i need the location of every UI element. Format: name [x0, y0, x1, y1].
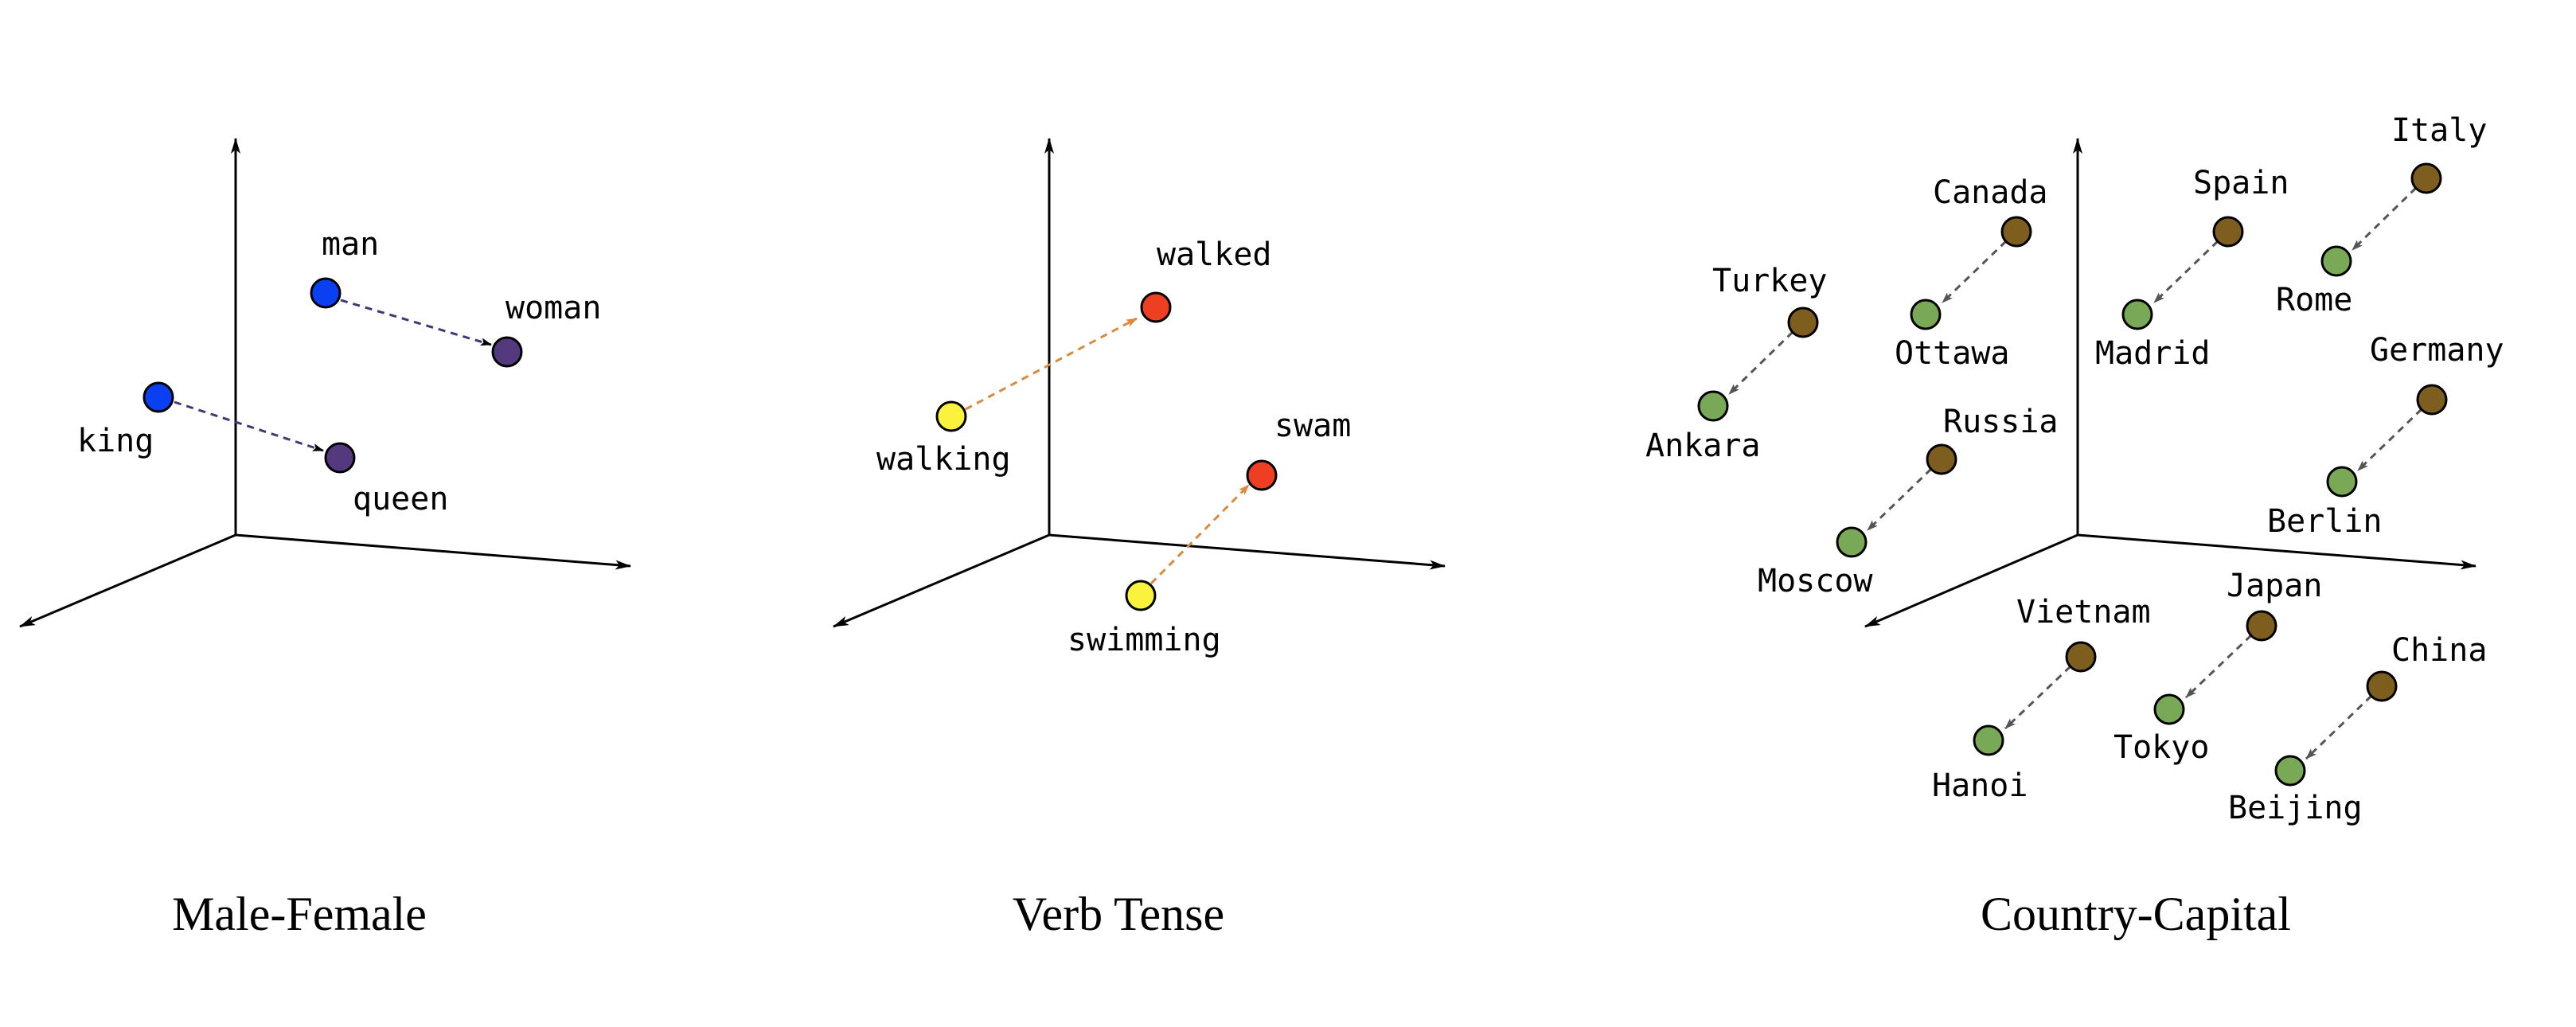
label-rome: Rome [2276, 282, 2352, 318]
label-china: China [2391, 632, 2487, 669]
axis-horizontal [235, 533, 631, 570]
label-man: man [322, 226, 379, 263]
label-vietnam: Vietnam [2016, 594, 2151, 631]
label-berlin: Berlin [2267, 503, 2383, 540]
label-russia: Russia [1943, 404, 2059, 440]
label-moscow: Moscow [1758, 563, 1873, 599]
panel-country-capital: Turkey Ankara Canada Ottawa Spain Madrid… [1645, 112, 2504, 940]
axis-horizontal [1048, 533, 1446, 570]
label-canada: Canada [1933, 174, 2048, 211]
point-china [2366, 670, 2398, 702]
panel-caption: Verb Tense [1013, 888, 1224, 940]
point-queen [324, 442, 356, 474]
point-berlin [2326, 466, 2358, 498]
label-tokyo: Tokyo [2113, 729, 2209, 766]
label-beijing: Beijing [2228, 790, 2363, 826]
point-man [310, 277, 342, 309]
label-ankara: Ankara [1645, 428, 1761, 464]
panel-male-female: man woman king queen Male-Female [19, 138, 631, 940]
panel-caption: Male-Female [172, 888, 427, 940]
relation-arrow [965, 317, 1138, 411]
point-king [142, 381, 174, 413]
point-italy [2410, 162, 2442, 194]
label-turkey: Turkey [1712, 263, 1828, 299]
axis-depth [1864, 533, 2078, 628]
panel-verb-tense: walking walked swimming swam Verb Tense [833, 138, 1446, 940]
relation-arrow [1149, 483, 1251, 585]
point-ottawa [1910, 299, 1942, 330]
point-hanoi [1973, 724, 2004, 756]
panel-caption: Country-Capital [1981, 888, 2291, 940]
pair-king-queen: king queen [77, 381, 448, 517]
point-vietnam [2065, 641, 2097, 673]
point-japan [2246, 610, 2277, 642]
label-ottawa: Ottawa [1895, 335, 2010, 372]
relation-arrow [2004, 665, 2072, 730]
point-moscow [1836, 526, 1868, 558]
label-woman: woman [505, 290, 601, 326]
label-spain: Spain [2193, 165, 2289, 201]
label-king: king [77, 423, 154, 459]
pair-swimming-swam: swimming swam [1067, 408, 1351, 658]
relation-arrow [1866, 467, 1933, 532]
point-canada [2000, 216, 2032, 248]
point-swimming [1125, 580, 1157, 611]
pair-spain-madrid: Spain Madrid [2095, 165, 2289, 372]
pair-china-beijing: China Beijing [2228, 632, 2487, 826]
pair-walking-walked: walking walked [876, 236, 1272, 478]
axes [19, 138, 631, 628]
point-beijing [2274, 755, 2306, 787]
pair-man-woman: man woman [310, 226, 601, 368]
relation-arrow [2153, 240, 2219, 304]
relation-arrow [2305, 694, 2373, 760]
relation-arrow [2184, 634, 2253, 699]
point-madrid [2121, 299, 2153, 330]
point-tokyo [2153, 693, 2185, 725]
pair-canada-ottawa: Canada Ottawa [1895, 174, 2048, 372]
label-germany: Germany [2370, 332, 2504, 369]
label-madrid: Madrid [2095, 335, 2211, 372]
axes [1864, 138, 2476, 628]
point-walking [935, 400, 967, 432]
label-italy: Italy [2391, 112, 2487, 149]
label-queen: queen [353, 481, 448, 517]
point-turkey [1787, 307, 1819, 338]
label-swimming: swimming [1067, 622, 1221, 658]
label-swam: swam [1274, 408, 1351, 444]
label-walking: walking [876, 441, 1011, 478]
point-rome [2320, 245, 2352, 277]
point-woman [491, 336, 523, 368]
relation-arrow [174, 400, 324, 452]
axes [833, 138, 1446, 628]
axis-horizontal [2077, 533, 2476, 570]
relation-arrow [2351, 186, 2418, 252]
point-ankara [1697, 390, 1729, 422]
relation-arrow [1727, 330, 1794, 396]
point-swam [1246, 459, 1278, 491]
axis-depth [19, 533, 236, 628]
pair-italy-rome: Italy Rome [2276, 112, 2487, 318]
label-japan: Japan [2227, 568, 2322, 604]
relation-arrow [2356, 408, 2423, 472]
label-hanoi: Hanoi [1932, 767, 2028, 804]
point-germany [2416, 384, 2448, 416]
pair-germany-berlin: Germany Berlin [2267, 332, 2504, 540]
relation-arrow [340, 299, 492, 346]
pair-vietnam-hanoi: Vietnam Hanoi [1932, 594, 2151, 804]
point-walked [1140, 291, 1172, 323]
label-walked: walked [1157, 236, 1272, 273]
relation-arrow [1941, 240, 2008, 304]
pair-russia-moscow: Russia Moscow [1758, 404, 2059, 599]
pair-turkey-ankara: Turkey Ankara [1645, 263, 1828, 464]
point-russia [1926, 443, 1957, 475]
point-spain [2212, 216, 2244, 248]
axis-depth [833, 533, 1050, 628]
pair-japan-tokyo: Japan Tokyo [2113, 568, 2322, 766]
